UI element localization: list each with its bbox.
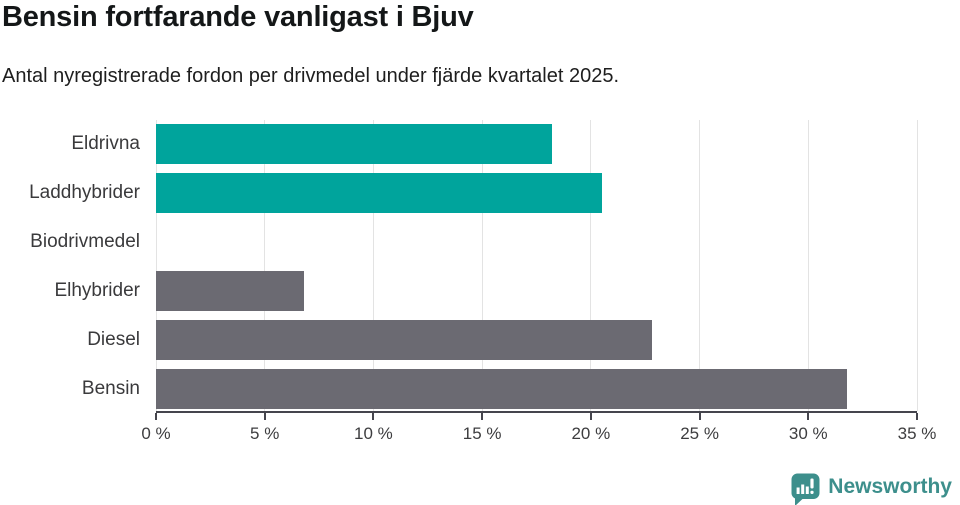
newsworthy-speech-bubble-icon — [791, 473, 820, 505]
x-axis-tick-label: 15 % — [462, 424, 502, 443]
newsworthy-logo: Newsworthy — [791, 471, 952, 505]
gridline — [807, 120, 809, 411]
x-axis-line — [156, 411, 917, 413]
x-axis-tick-label: 0 % — [141, 424, 171, 443]
chart-title: Bensin fortfarande vanligast i Bjuv — [2, 1, 474, 33]
x-axis-tick — [155, 413, 157, 420]
chart-subtitle: Antal nyregistrerade fordon per drivmede… — [2, 65, 620, 87]
x-axis-tick — [589, 413, 592, 420]
category-label-diesel: Diesel — [87, 328, 140, 350]
x-axis-tick-label: 35 % — [897, 424, 937, 443]
bar-elhybrider — [156, 270, 304, 311]
gridline — [481, 120, 483, 411]
x-axis-tick-label: 20 % — [571, 424, 611, 443]
x-axis-tick — [263, 413, 266, 420]
x-axis-tick-label: 5 % — [250, 424, 280, 443]
gridline — [155, 120, 157, 411]
bar-eldrivna — [156, 124, 552, 165]
x-axis-tick — [916, 413, 918, 420]
category-label-elhybrider: Elhybrider — [54, 279, 140, 301]
x-axis-tick-label: 25 % — [680, 424, 719, 443]
bar-diesel — [156, 319, 652, 360]
gridline — [916, 120, 918, 411]
newsworthy-brand-text: Newsworthy — [828, 475, 952, 498]
x-axis-tick-label: 10 % — [354, 424, 393, 443]
bar-bensin — [156, 368, 848, 409]
x-axis-tick-label: 30 % — [788, 424, 828, 443]
category-label-eldrivna: Eldrivna — [71, 133, 140, 155]
x-axis-tick — [481, 413, 484, 420]
category-label-biodrivmedel: Biodrivmedel — [30, 231, 140, 253]
bar-laddhybrider — [156, 173, 602, 214]
x-axis-tick — [372, 413, 375, 420]
gridline — [264, 120, 266, 411]
category-label-laddhybrider: Laddhybrider — [29, 182, 140, 204]
category-label-bensin: Bensin — [81, 377, 140, 399]
x-axis-tick — [698, 413, 701, 420]
gridline — [699, 120, 701, 411]
x-axis-tick — [807, 413, 810, 420]
gridline — [372, 120, 374, 411]
gridline — [590, 120, 592, 411]
